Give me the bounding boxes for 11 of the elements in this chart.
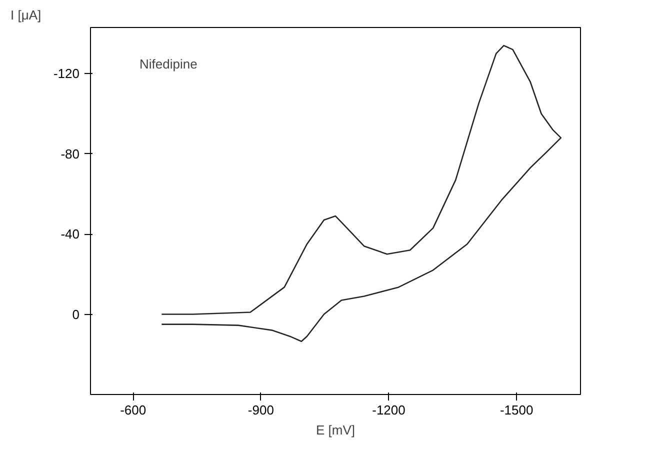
y-tick-label: 0 xyxy=(72,306,80,322)
y-tick-label: -80 xyxy=(60,146,80,162)
annotation: Nifedipine xyxy=(140,56,198,72)
x-tick-label: -1500 xyxy=(500,402,534,418)
x-tick-label: -1200 xyxy=(372,402,406,418)
x-tick-label: -900 xyxy=(248,402,274,418)
y-axis-title: I [μA] xyxy=(10,8,42,22)
x-axis-title: E [mV] xyxy=(316,422,356,438)
x-tick-label: -600 xyxy=(120,402,146,418)
y-tick-label: -40 xyxy=(60,226,80,242)
y-tick-label: -120 xyxy=(53,66,80,82)
